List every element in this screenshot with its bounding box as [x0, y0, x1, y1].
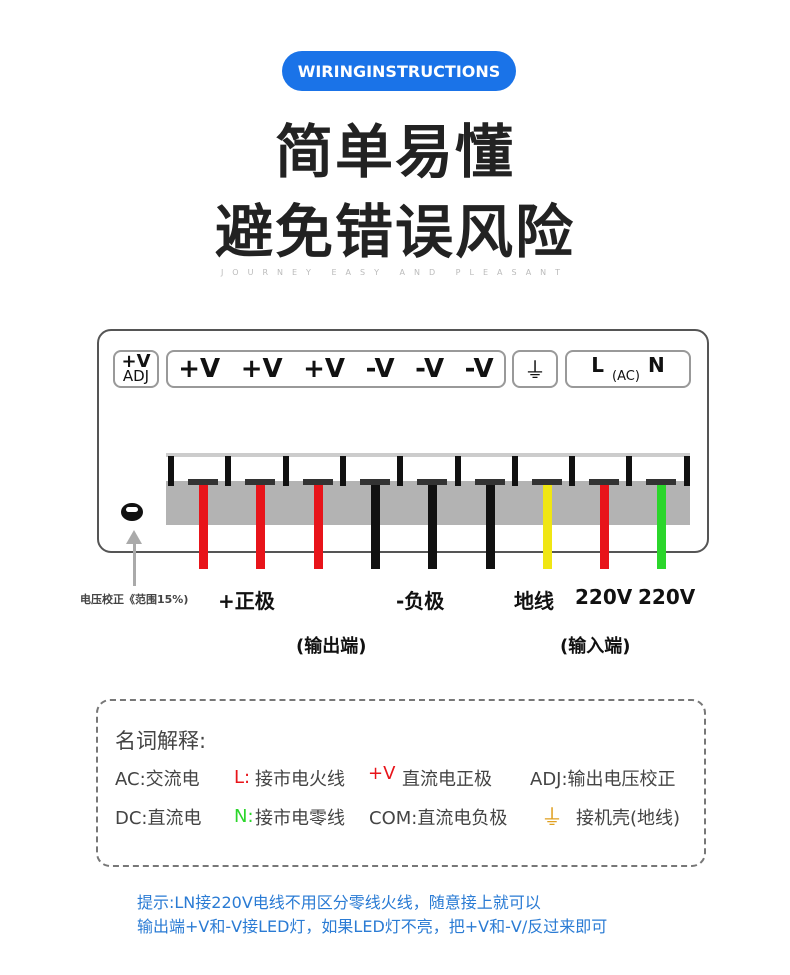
input-end-label: (输入端) [560, 636, 631, 657]
adj-top: +V [121, 351, 151, 372]
glossary-v-key: +V [368, 763, 396, 784]
arrow-line [133, 538, 136, 586]
positive-label: +正极 [218, 589, 275, 613]
glossary-box [96, 699, 706, 867]
output-terminal-label: +V [303, 354, 346, 384]
terminal-screw [417, 479, 448, 485]
ac-label: L (AC) N [565, 350, 691, 388]
terminal-post [683, 456, 690, 486]
output-terminal-label: -V [464, 354, 494, 384]
wire-2 [313, 485, 323, 569]
note-line-1: 提示:LN接220V电线不用区分零线火线，随意接上就可以 [137, 893, 541, 912]
wire-4 [428, 485, 438, 569]
wire-3 [370, 485, 380, 569]
l-220v-label: 220V [575, 585, 633, 609]
terminal-rail [166, 453, 690, 457]
glossary-n-desc: 接市电零线 [255, 808, 345, 829]
wire-7 [600, 485, 610, 569]
terminal-screw [589, 479, 620, 485]
glossary-l-desc: 接市电火线 [255, 769, 345, 790]
terminal-post [339, 456, 346, 486]
output-labels: +V +V +V -V -V -V [166, 350, 506, 388]
terminal-post [168, 456, 174, 486]
terminal-post [569, 456, 576, 486]
terminal-post [225, 456, 232, 486]
terminal-screw [646, 479, 677, 485]
wiring-instructions-badge: WIRINGINSTRUCTIONS [282, 51, 516, 91]
glossary-l-key: L: [234, 767, 251, 788]
title-line-2: 避免错误风险 [214, 198, 575, 266]
subtitle: JOURNEY EASY AND PLEASANT [220, 268, 570, 277]
ground-icon: ⏚ [523, 359, 546, 384]
ground-wire-label: 地线 [514, 589, 554, 613]
glossary-v-desc: 直流电正极 [402, 769, 492, 790]
glossary-dc: DC:直流电 [115, 808, 202, 829]
glossary-ground-desc: 接机壳(地线) [576, 808, 681, 829]
n-label: N [647, 353, 665, 377]
terminal-screw [188, 479, 218, 485]
l-label: L [591, 353, 605, 377]
terminal-screw [531, 479, 562, 485]
terminal-post [454, 456, 461, 486]
output-end-label: (输出端) [296, 636, 367, 657]
glossary-heading: 名词解释: [115, 729, 207, 753]
terminal-screw [474, 479, 505, 485]
terminal-post [511, 456, 518, 486]
adj-bottom: ADJ [122, 367, 150, 385]
glossary-com: COM:直流电负极 [369, 808, 508, 829]
adj-note: 电压校正《范围15%) [80, 593, 189, 606]
terminal-post [626, 456, 633, 486]
negative-label: -负极 [396, 589, 445, 613]
glossary-n-key: N: [234, 806, 254, 827]
n-220v-label: 220V [638, 585, 696, 609]
output-terminal-label: +V [178, 354, 221, 384]
ground-icon: ⏚ [541, 806, 564, 831]
glossary-adj: ADJ:输出电压校正 [530, 769, 676, 790]
output-terminal-label: -V [365, 354, 395, 384]
terminal-post [282, 456, 289, 486]
adj-label: +V ADJ [113, 350, 159, 388]
wire-1 [256, 485, 266, 569]
wire-0 [199, 485, 208, 569]
terminal-post [397, 456, 404, 486]
wire-8 [657, 485, 667, 569]
title-line-1: 简单易懂 [274, 118, 515, 186]
power-supply-body [97, 329, 709, 553]
ground-label: ⏚ [512, 350, 558, 388]
wire-6 [542, 485, 552, 569]
terminal-screw [302, 479, 333, 485]
output-terminal-label: +V [240, 354, 283, 384]
terminal-screw [245, 479, 276, 485]
adj-potentiometer[interactable] [121, 503, 143, 521]
glossary-ac: AC:交流电 [115, 769, 200, 790]
wire-5 [485, 485, 495, 569]
note-line-2: 输出端+V和-V接LED灯，如果LED灯不亮，把+V和-V/反过来即可 [137, 917, 608, 936]
arrow-up-icon [126, 530, 142, 544]
output-terminal-label: -V [415, 354, 445, 384]
terminal-screw [359, 479, 390, 485]
ac-text: (AC) [612, 368, 640, 384]
